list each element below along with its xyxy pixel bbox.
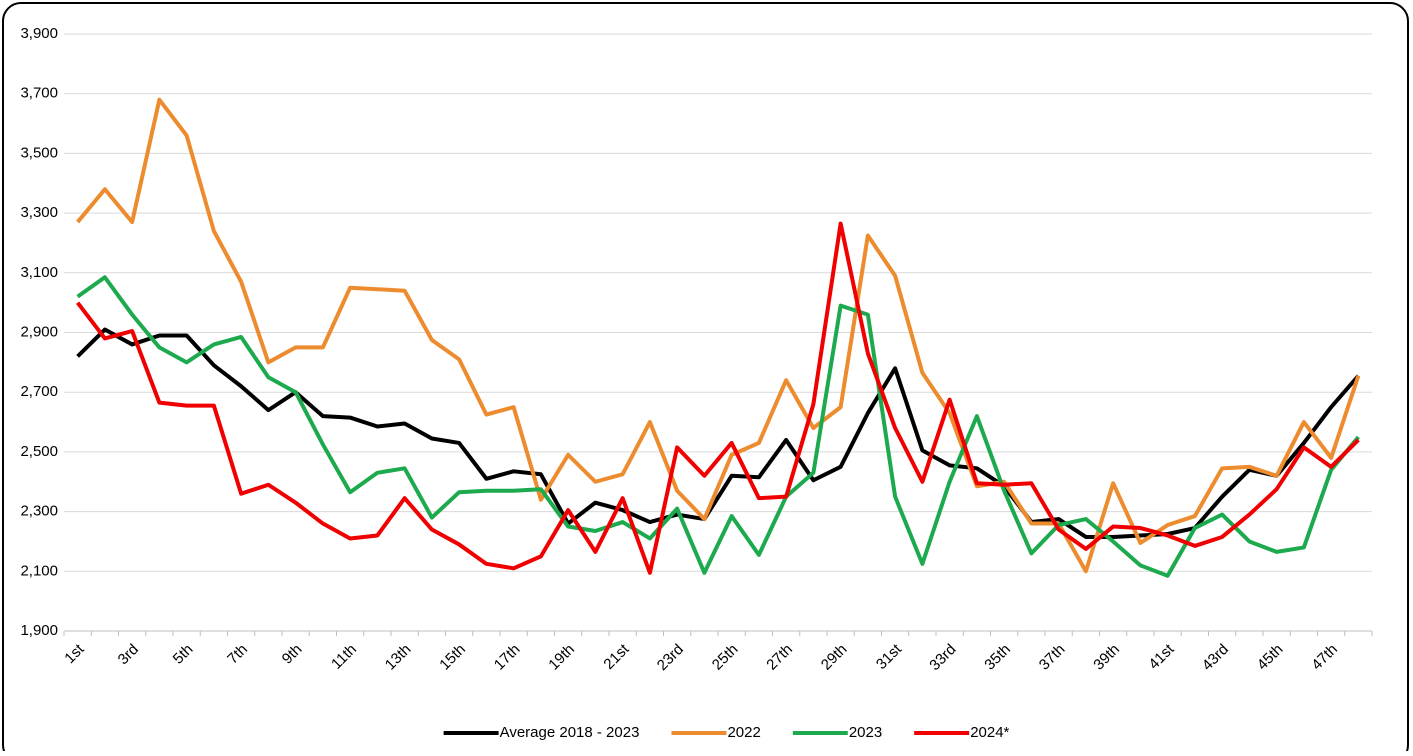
series-line bbox=[76, 221, 1360, 575]
legend: Average 2018 - 2023 2022 2023 2024* bbox=[443, 724, 1010, 741]
y-tick-label: 2,500 bbox=[20, 443, 58, 460]
series-line bbox=[76, 275, 1360, 578]
legend-item: 2022 bbox=[671, 724, 761, 741]
y-tick-label: 3,700 bbox=[20, 85, 58, 102]
y-tick-label: 2,900 bbox=[20, 323, 58, 340]
y-tick-label: 3,900 bbox=[20, 25, 58, 42]
y-tick-label: 3,500 bbox=[20, 144, 58, 161]
y-tick-label: 3,300 bbox=[20, 204, 58, 221]
y-tick-label: 2,100 bbox=[20, 562, 58, 579]
legend-label: 2023 bbox=[849, 724, 882, 741]
series-line bbox=[76, 97, 1361, 574]
legend-label: 2022 bbox=[727, 724, 760, 741]
legend-label: Average 2018 - 2023 bbox=[500, 724, 640, 741]
y-tick-label: 3,100 bbox=[20, 264, 58, 281]
legend-item: 2023 bbox=[792, 724, 882, 741]
legend-item: Average 2018 - 2023 bbox=[443, 724, 640, 741]
y-tick-label: 2,300 bbox=[20, 503, 58, 520]
y-tick-label: 1,900 bbox=[20, 622, 58, 639]
legend-label: 2024* bbox=[970, 724, 1009, 741]
y-tick-label: 2,700 bbox=[20, 383, 58, 400]
series-line bbox=[76, 327, 1360, 539]
legend-item: 2024* bbox=[914, 724, 1010, 741]
